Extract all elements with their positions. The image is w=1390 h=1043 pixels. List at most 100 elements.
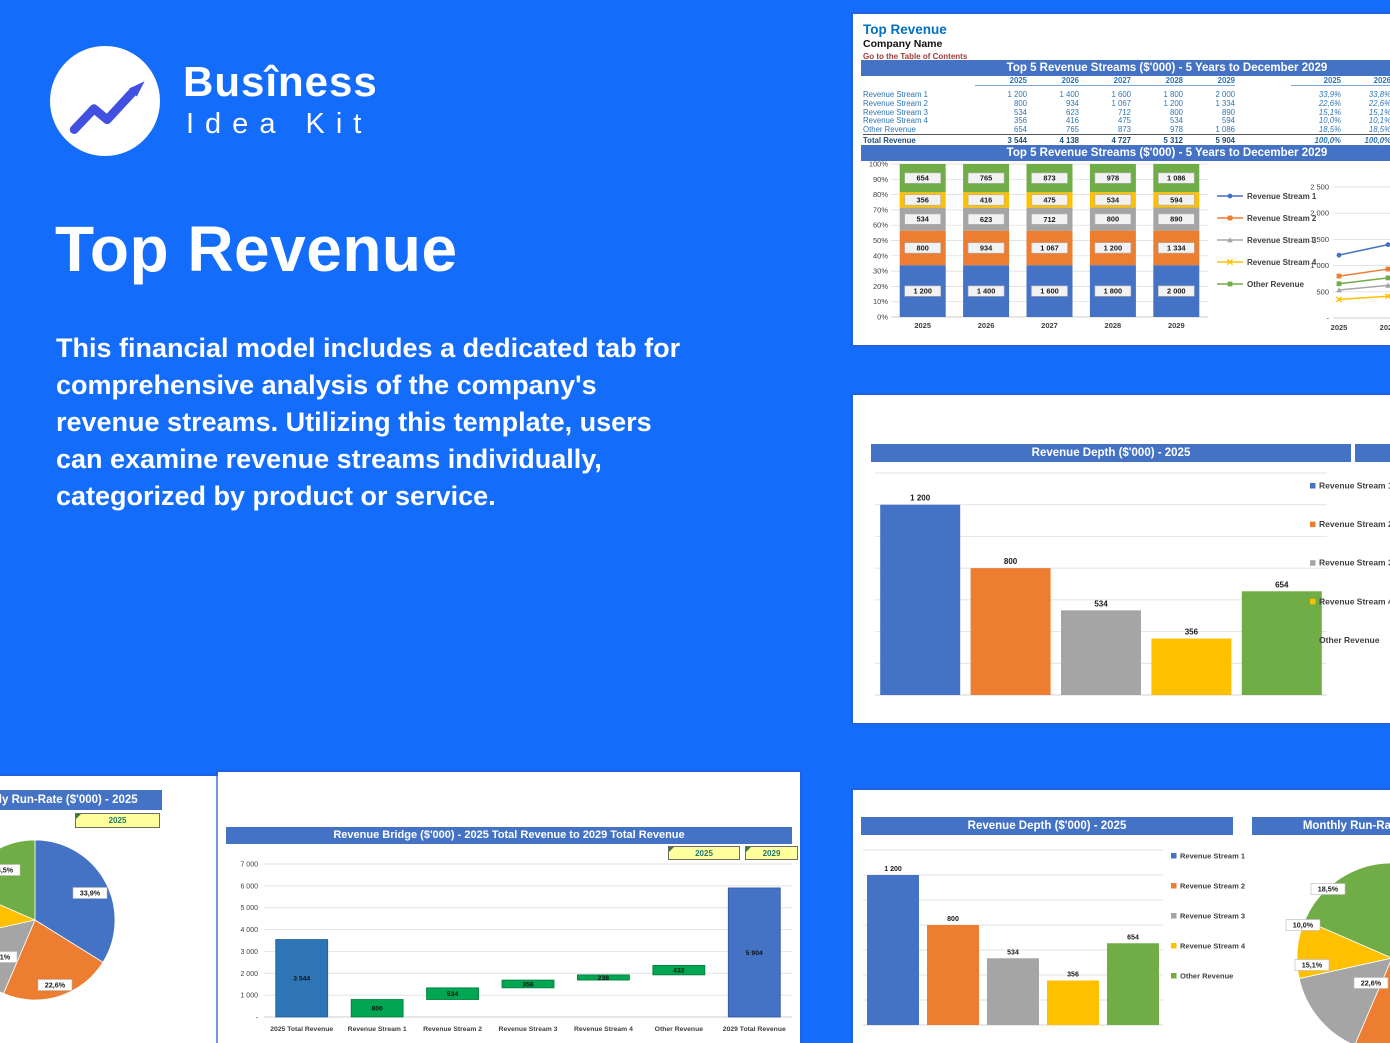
svg-text:1 200: 1 200 [884,866,902,873]
svg-text:1 000: 1 000 [240,993,258,1000]
svg-text:15,1%: 15,1% [0,953,11,962]
svg-text:534: 534 [447,991,459,998]
svg-text:Other Revenue: Other Revenue [1319,635,1380,645]
svg-text:18,5%: 18,5% [1318,885,1339,894]
svg-text:Revenue Stream 1: Revenue Stream 1 [1247,192,1317,201]
svg-text:416: 416 [980,196,992,205]
svg-text:654: 654 [1275,580,1289,589]
svg-text:Revenue Stream 4: Revenue Stream 4 [574,1026,633,1033]
svg-text:1 067: 1 067 [1040,244,1059,253]
chart-header-bar: Top 5 Revenue Streams ($'000) - 5 Years … [861,145,1390,161]
svg-text:Revenue Stream 1: Revenue Stream 1 [348,1026,407,1033]
svg-text:2026: 2026 [1380,323,1390,332]
svg-text:Revenue Stream 3: Revenue Stream 3 [1180,912,1245,921]
svg-text:Revenue Stream 1: Revenue Stream 1 [1180,852,1245,861]
svg-text:15,1%: 15,1% [1302,961,1323,970]
svg-text:7 000: 7 000 [240,862,258,869]
table-header-bar: Top 5 Revenue Streams ($'000) - 5 Years … [861,60,1390,76]
svg-text:0%: 0% [877,313,888,322]
svg-text:2 500: 2 500 [1310,183,1329,192]
svg-text:90%: 90% [873,175,888,184]
company-name: Company Name [863,38,943,50]
svg-text:534: 534 [1007,949,1019,956]
svg-text:2025: 2025 [1331,323,1348,332]
svg-text:Revenue Stream 3: Revenue Stream 3 [1319,558,1390,568]
bridge-filter-end[interactable]: 2029 [745,846,798,860]
svg-text:654: 654 [917,174,930,183]
svg-text:623: 623 [980,215,992,224]
svg-text:356: 356 [1067,972,1079,979]
svg-text:4 000: 4 000 [240,927,258,934]
svg-text:2 000: 2 000 [1310,209,1329,218]
depth-header-bar-2: Revenue Depth ($'000) - 2025 [861,817,1233,835]
svg-text:1 400: 1 400 [977,287,996,296]
depth-bar-and-pie-chart: 1 200 800 534 356 654 Revenue Stream 1 Revenue… [863,849,1390,1043]
svg-text:475: 475 [1043,196,1055,205]
svg-text:2 000: 2 000 [240,971,258,978]
svg-text:Revenue Stream 1: Revenue Stream 1 [1319,481,1390,491]
svg-text:1 000: 1 000 [1310,261,1329,270]
svg-text:30%: 30% [873,267,888,276]
svg-text:800: 800 [371,1006,383,1013]
svg-text:Revenue Stream 3: Revenue Stream 3 [499,1026,558,1033]
svg-text:432: 432 [673,968,685,975]
svg-text:1 200: 1 200 [910,494,931,503]
brand-name-secondary: Idea Kit [186,108,373,140]
table-row: Revenue Stream 4 356 416 475 534 594 10,0% 10,1… [863,116,1390,126]
svg-text:80%: 80% [873,190,888,199]
year-filter-dropdown[interactable]: 2025 [75,813,160,828]
svg-text:10,0%: 10,0% [1293,921,1314,930]
svg-text:1 086: 1 086 [1167,174,1186,183]
svg-text:Revenue Stream 4: Revenue Stream 4 [1180,942,1246,951]
svg-text:22,6%: 22,6% [1361,979,1382,988]
svg-text:654: 654 [1127,934,1139,941]
page-title: Top Revenue [55,213,458,285]
svg-text:873: 873 [1043,174,1055,183]
table-row: 202520262027202820292025202620272028 [863,74,1390,87]
svg-text:356: 356 [522,981,534,988]
svg-text:Other Revenue: Other Revenue [1247,280,1304,289]
revenue-table: 202520262027202820292025202620272028 Reve… [863,74,1390,146]
svg-text:800: 800 [1004,557,1018,566]
svg-text:Other Revenue: Other Revenue [1180,972,1233,981]
svg-text:3 000: 3 000 [240,949,258,956]
svg-text:33,9%: 33,9% [80,889,101,898]
svg-text:-: - [1327,314,1330,323]
svg-text:20%: 20% [873,282,888,291]
table-row: Other Revenue 654 765 873 978 1 086 18,5% 18,5%… [863,125,1390,135]
svg-text:1 500: 1 500 [1310,235,1329,244]
svg-text:22,6%: 22,6% [45,981,66,990]
svg-text:Revenue Stream 4: Revenue Stream 4 [1319,596,1390,606]
run-rate-header-bar: Monthly Run-Rate ($'000) - 2025 [0,790,162,810]
svg-text:978: 978 [1107,174,1119,183]
svg-text:356: 356 [1185,628,1199,637]
svg-text:594: 594 [1170,195,1183,204]
svg-text:1 334: 1 334 [1167,243,1186,252]
description-line: revenue streams. Utilizing this template… [56,407,652,437]
run-rate-header-bar-2: Monthly Run-Rate ($'000) - 2025 [1252,817,1390,835]
table-row: Revenue Stream 2 800 934 1 067 1 200 1 334 22,… [863,98,1390,108]
panel-revenue-streams: Top Revenue Company Name Go to the Table… [853,14,1390,345]
svg-text:100%: 100% [869,160,889,169]
panel-revenue-depth: Revenue Depth ($'000) - 2025 1 200 800 534… [853,395,1390,723]
svg-text:Revenue Stream 2: Revenue Stream 2 [1247,214,1317,223]
svg-text:800: 800 [947,916,959,923]
sheet-title: Top Revenue [863,22,947,37]
svg-text:1 800: 1 800 [1104,287,1123,296]
svg-text:-: - [256,1015,259,1022]
table-of-contents-link[interactable]: Go to the Table of Contents [863,52,968,61]
bridge-filter-start[interactable]: 2025 [668,846,740,860]
svg-text:Revenue Stream 3: Revenue Stream 3 [1247,236,1317,245]
svg-text:Revenue Stream 2: Revenue Stream 2 [1180,882,1245,891]
svg-text:10%: 10% [873,297,888,306]
svg-text:1 600: 1 600 [1040,287,1059,296]
svg-text:534: 534 [1094,599,1108,608]
svg-text:2028: 2028 [1105,321,1122,330]
svg-text:534: 534 [1107,195,1120,204]
panel-revenue-bridge: Revenue Bridge ($'000) - 2025 Total Reve… [218,772,800,1043]
run-rate-pie-chart: 33,9%22,6%15,1%10,0%18,5% [0,840,116,1001]
svg-text:1 200: 1 200 [913,287,932,296]
svg-text:2029 Total Revenue: 2029 Total Revenue [723,1026,786,1033]
svg-text:40%: 40% [873,251,888,260]
svg-text:934: 934 [980,244,993,253]
